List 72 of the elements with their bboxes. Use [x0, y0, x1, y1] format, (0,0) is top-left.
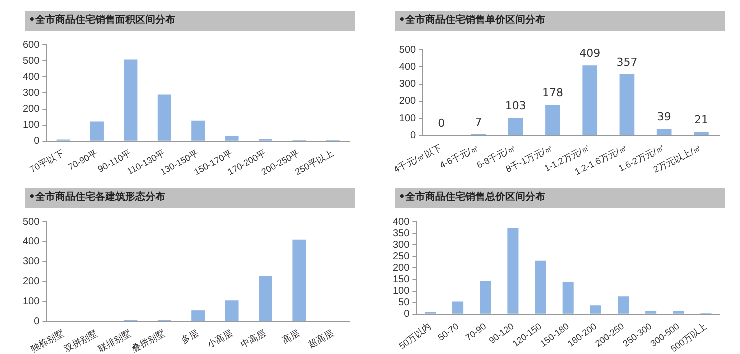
data-label: 7	[475, 116, 482, 129]
bar	[192, 310, 206, 322]
y-tick-label: 100	[399, 113, 417, 124]
bar	[90, 122, 104, 141]
chart-title: •全市商品住宅各建筑形态分布	[25, 188, 355, 208]
bar	[590, 306, 602, 314]
bar	[656, 128, 672, 136]
bar	[582, 66, 598, 136]
y-tick-label: 500	[22, 216, 40, 228]
x-tick-label: 70-90平	[66, 148, 100, 172]
chart-title: •全市商品住宅销售总价区间分布	[395, 188, 725, 208]
y-tick-label: 300	[392, 240, 410, 251]
bar	[259, 276, 272, 322]
y-tick-label: 0	[410, 130, 417, 142]
bar	[646, 311, 657, 314]
y-tick-label: 100	[22, 296, 40, 308]
y-tick-label: 500	[22, 56, 40, 67]
bar	[694, 132, 709, 136]
y-tick-label: 100	[22, 120, 40, 132]
bar	[546, 105, 560, 136]
y-tick-label: 300	[22, 256, 40, 268]
y-tick-label: 150	[392, 274, 410, 286]
bar	[508, 118, 524, 136]
y-tick-label: 300	[399, 79, 417, 90]
x-tick-label: 50万以内	[397, 321, 434, 352]
bar	[124, 60, 138, 141]
bar	[158, 94, 172, 141]
y-tick-label: 0	[404, 309, 410, 320]
y-tick-label: 200	[399, 96, 417, 108]
x-tick-label: 70平以下	[28, 148, 66, 175]
bar	[480, 281, 492, 314]
data-label: 103	[505, 99, 526, 112]
bar	[225, 300, 239, 322]
y-tick-label: 100	[392, 286, 410, 298]
x-tick-label: 小高层	[206, 328, 234, 350]
y-tick-label: 200	[392, 262, 410, 274]
bar	[673, 311, 684, 314]
bar	[535, 260, 546, 314]
y-tick-label: 350	[392, 228, 410, 240]
y-tick-label: 200	[22, 276, 40, 288]
y-tick-label: 300	[22, 88, 40, 99]
x-tick-label: 超高层	[306, 328, 336, 350]
y-tick-label: 250	[392, 251, 410, 262]
bar	[508, 228, 519, 314]
chart-title: •全市商品住宅销售面积区间分布	[25, 11, 355, 31]
data-label: 39	[657, 110, 672, 124]
bar	[292, 240, 306, 322]
data-label: 21	[694, 113, 708, 126]
y-tick-label: 0	[34, 316, 40, 328]
bar	[562, 282, 574, 314]
data-label: 178	[542, 86, 564, 100]
y-tick-label: 400	[22, 72, 40, 83]
chart-title: •全市商品住宅销售单价区间分布	[395, 11, 725, 31]
y-tick-label: 400	[22, 236, 40, 248]
data-label: 0	[438, 117, 446, 130]
bar	[618, 296, 630, 314]
bar	[620, 74, 635, 136]
y-tick-label: 500	[399, 44, 417, 56]
y-tick-label: 200	[22, 104, 40, 116]
data-label: 409	[580, 46, 601, 60]
x-tick-label: 多层	[180, 328, 200, 346]
y-tick-label: 50	[398, 298, 410, 309]
y-tick-label: 400	[399, 62, 417, 73]
bar	[192, 120, 206, 141]
y-tick-label: 600	[22, 40, 40, 51]
y-tick-label: 0	[34, 136, 40, 148]
x-tick-label: 中高层	[239, 328, 268, 350]
y-tick-label: 400	[392, 216, 410, 228]
x-tick-label: 高层	[280, 328, 302, 346]
bar	[452, 302, 464, 314]
bar	[225, 136, 239, 141]
data-label: 357	[616, 56, 638, 69]
